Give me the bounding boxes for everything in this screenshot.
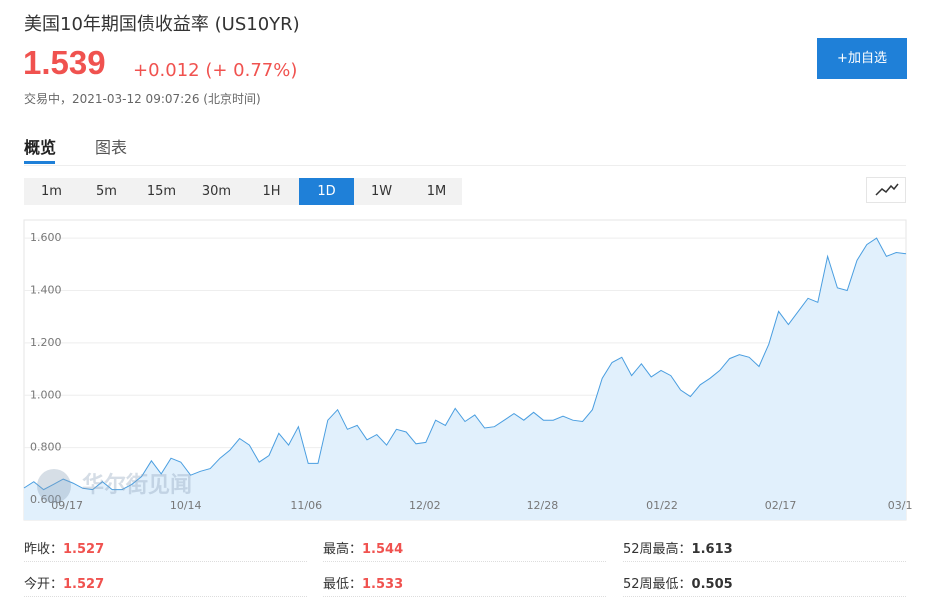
period-bar: [24, 178, 462, 205]
stat-value: 0.505: [691, 577, 733, 592]
x-tick-label: 12/28: [527, 499, 559, 512]
chart: 0.600 0.800 1.000 1.200 1.400 1.600 09/17 10/14…: [23, 219, 913, 521]
y-tick-label: 0.800: [30, 441, 62, 454]
stat: 52周最低：0.505: [623, 573, 906, 597]
add-watchlist-button[interactable]: +加自选: [817, 38, 907, 79]
stat: 52周最高：1.613: [623, 538, 906, 562]
period-button[interactable]: 1W: [370, 184, 393, 199]
period-button[interactable]: 1H: [262, 184, 281, 199]
icon: [875, 183, 899, 196]
x-tick-label: 02/17: [765, 499, 797, 512]
y-tick-label: 1.200: [30, 336, 62, 349]
stat: 最高：1.544: [323, 538, 606, 562]
stat: 今开：1.527: [24, 573, 307, 597]
stat: 昨收：1.527: [24, 538, 307, 562]
change: +0.012 (+ 0.77%): [133, 60, 298, 81]
stat: 最低：1.533: [323, 573, 606, 597]
period-button[interactable]: 1m: [41, 184, 62, 199]
y-tick-label: 1.400: [30, 283, 62, 296]
price: 1.539: [23, 44, 106, 81]
stat-label: 最低：: [323, 577, 363, 592]
y-tick-label: 1.600: [30, 231, 62, 244]
line: [23, 237, 907, 491]
stat-label: 昨收：: [24, 542, 64, 557]
stat-label: 52周最低：: [623, 577, 692, 592]
stat-value: 1.533: [362, 577, 404, 592]
x-tick-label: 03/1: [888, 499, 913, 512]
stat-value: 1.613: [691, 542, 733, 557]
stat-value: 1.544: [362, 542, 404, 557]
x-tick-label: 11/06: [290, 499, 322, 512]
stat-label: 今开：: [24, 577, 64, 592]
watermark: 华尔街见闻: [82, 472, 192, 498]
y-tick-label: 0.600: [30, 493, 62, 506]
watermark-logo: [37, 469, 71, 503]
x-tick-label: 10/14: [170, 499, 202, 512]
x-tick-label: 09/17: [51, 499, 83, 512]
x-tick-label: 01/22: [646, 499, 678, 512]
title: 美国10年期国债收益率 (US10YR): [24, 14, 300, 35]
stat-value: 1.527: [63, 577, 105, 592]
period-button[interactable]: 5m: [96, 184, 117, 199]
tab[interactable]: 概览: [24, 138, 57, 157]
stat-label: 52周最高：: [623, 542, 692, 557]
stat-label: 最高：: [323, 542, 363, 557]
x-tick-label: 12/02: [409, 499, 441, 512]
period-button[interactable]: 15m: [146, 184, 177, 199]
chart-type-button[interactable]: [866, 177, 906, 203]
period-button[interactable]: 1M: [426, 184, 447, 199]
divider: [24, 165, 906, 166]
area: [24, 238, 906, 520]
y-tick-label: 1.000: [30, 388, 62, 401]
status: 交易中，2021-03-12 09:07:26 (北京时间): [24, 92, 261, 106]
period-button[interactable]: 30m: [201, 184, 232, 199]
tab-underline: [24, 161, 55, 164]
tab[interactable]: 图表: [95, 138, 128, 157]
period-button[interactable]: 1D: [299, 178, 354, 205]
stat-value: 1.527: [63, 542, 105, 557]
